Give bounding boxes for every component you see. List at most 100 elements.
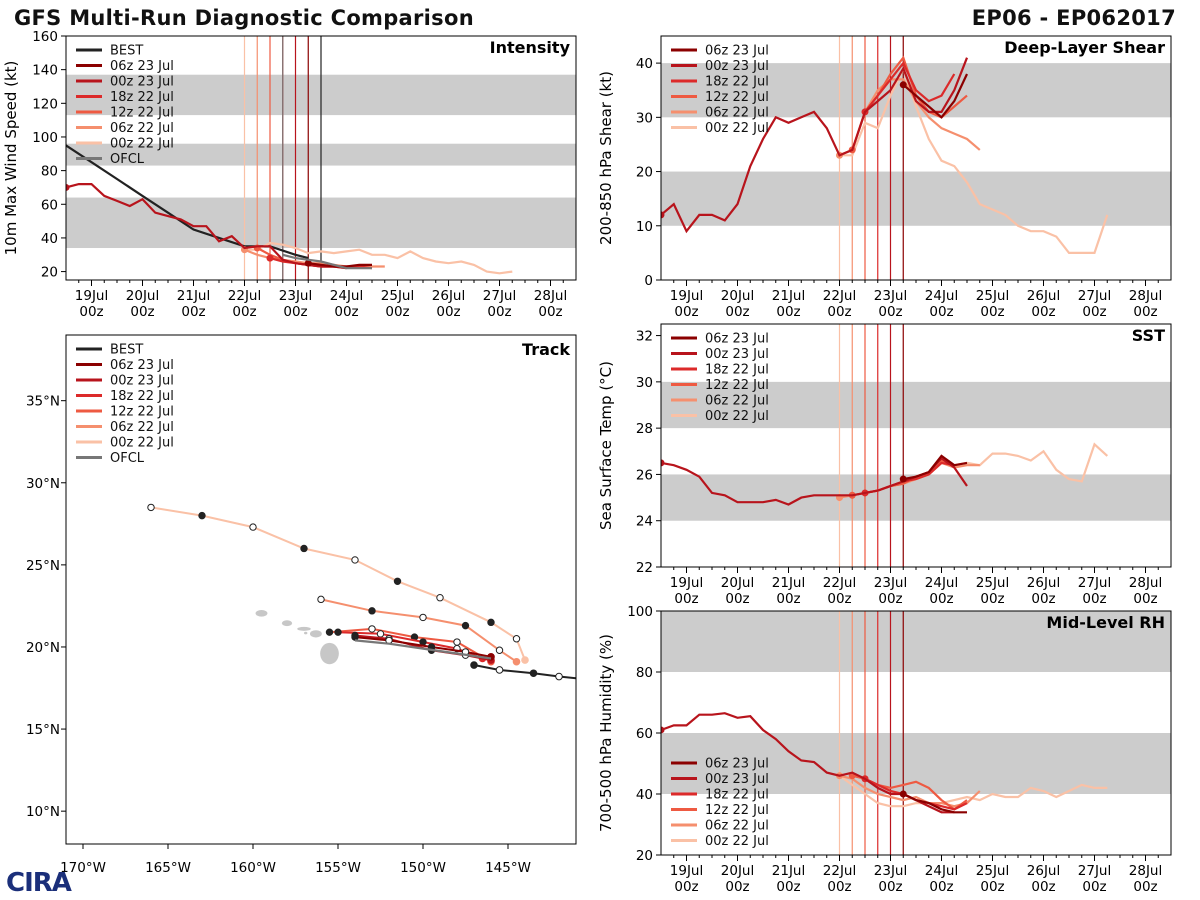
longitude-label: 155°W — [315, 860, 361, 876]
series-start-point — [661, 726, 665, 734]
legend-label: 06z 22 Jul — [705, 819, 769, 834]
legend-label: 06z 22 Jul — [110, 121, 174, 136]
legend-label: 12z 22 Jul — [705, 803, 769, 818]
x-tick-label: 22Jul — [823, 863, 856, 879]
x-tick-label: 28Jul — [1129, 863, 1162, 879]
series-line — [661, 57, 969, 234]
x-tick-sublabel: 00z — [980, 304, 1004, 320]
forecast-track — [150, 506, 526, 661]
x-tick-sublabel: 00z — [1133, 304, 1157, 320]
y-tick-label: 10 — [636, 219, 653, 235]
series-start-point — [66, 183, 70, 191]
x-tick-label: 28Jul — [1129, 288, 1162, 304]
series-start-point — [304, 259, 312, 267]
y-tick-label: 28 — [636, 421, 653, 437]
y-axis-label: 700-500 hPa Humidity (%) — [597, 634, 615, 832]
x-tick-label: 22Jul — [228, 288, 261, 304]
y-tick-label: 60 — [636, 726, 653, 742]
x-tick-sublabel: 00z — [79, 304, 103, 320]
series-start-point — [266, 254, 274, 262]
track-point — [249, 523, 257, 531]
track-point — [351, 633, 359, 641]
x-tick-label: 26Jul — [432, 288, 465, 304]
x-tick-sublabel: 00z — [674, 879, 698, 895]
legend-label: 00z 22 Jul — [110, 137, 174, 152]
legend-label: 18z 22 Jul — [110, 90, 174, 105]
x-tick-sublabel: 00z — [1082, 879, 1106, 895]
legend-label: 00z 22 Jul — [705, 409, 769, 424]
x-tick-label: 19Jul — [670, 863, 703, 879]
track-point — [487, 618, 495, 627]
x-tick-sublabel: 00z — [776, 591, 800, 607]
panel-title: Mid-Level RH — [1046, 613, 1165, 632]
best-track-point — [555, 672, 563, 681]
x-tick-label: 22Jul — [823, 575, 856, 591]
x-tick-sublabel: 00z — [1031, 879, 1055, 895]
legend-label: BEST — [110, 44, 143, 59]
x-tick-sublabel: 00z — [334, 304, 358, 320]
y-tick-label: 40 — [41, 231, 58, 247]
track-point — [317, 595, 325, 604]
longitude-label: 145°W — [485, 860, 531, 876]
x-tick-sublabel: 00z — [725, 879, 749, 895]
series-line — [864, 61, 956, 113]
track-point — [512, 635, 521, 643]
track-point — [419, 638, 427, 646]
x-tick-label: 20Jul — [721, 863, 754, 879]
y-tick-label: 100 — [32, 130, 58, 146]
track-point — [436, 594, 444, 602]
x-tick-sublabel: 00z — [1082, 591, 1106, 607]
x-tick-label: 24Jul — [925, 575, 958, 591]
legend-label: 06z 22 Jul — [705, 394, 769, 409]
plot-area — [66, 144, 513, 275]
x-tick-sublabel: 00z — [878, 304, 902, 320]
y-tick-label: 26 — [636, 467, 653, 483]
x-tick-label: 23Jul — [874, 863, 907, 879]
track-point — [325, 628, 334, 636]
x-tick-sublabel: 00z — [436, 304, 460, 320]
x-tick-sublabel: 00z — [385, 304, 409, 320]
x-tick-sublabel: 00z — [980, 879, 1004, 895]
ofcl-line — [282, 253, 372, 270]
series-start-point — [899, 81, 907, 89]
panel-sst: 22242628303219Jul00z20Jul00z21Jul00z22Ju… — [597, 323, 1172, 607]
y-axis-label: Sea Surface Temp (°C) — [597, 361, 615, 530]
legend-label: 12z 22 Jul — [110, 106, 174, 121]
x-tick-label: 19Jul — [670, 288, 703, 304]
x-tick-sublabel: 00z — [725, 304, 749, 320]
figure-title: GFS Multi-Run Diagnostic Comparison — [14, 6, 474, 30]
x-tick-sublabel: 00z — [1133, 591, 1157, 607]
x-tick-label: 27Jul — [483, 288, 516, 304]
x-tick-sublabel: 00z — [776, 304, 800, 320]
series-start-point — [899, 475, 907, 483]
series-line — [903, 454, 968, 481]
x-tick-label: 26Jul — [1027, 575, 1060, 591]
legend-label: OFCL — [110, 451, 145, 466]
track-point — [495, 646, 504, 654]
x-tick-sublabel: 00z — [1031, 591, 1055, 607]
panel-intensity: 2040608010012014016019Jul00z20Jul00z21Ju… — [2, 29, 577, 320]
x-tick-sublabel: 00z — [1082, 304, 1106, 320]
legend-label: 06z 23 Jul — [705, 332, 769, 347]
series-start-point — [661, 459, 665, 467]
y-tick-label: 30 — [636, 375, 653, 391]
legend-label: 12z 22 Jul — [705, 90, 769, 105]
x-tick-sublabel: 00z — [929, 304, 953, 320]
series-line — [902, 73, 968, 119]
track-point — [300, 544, 308, 553]
y-tick-label: 100 — [627, 604, 653, 620]
x-tick-sublabel: 00z — [827, 304, 851, 320]
x-tick-sublabel: 00z — [232, 304, 256, 320]
track-start-point — [521, 656, 529, 664]
island-shape — [304, 631, 308, 635]
legend-label: 00z 22 Jul — [705, 121, 769, 136]
legend-label: 12z 22 Jul — [705, 378, 769, 393]
x-tick-label: 25Jul — [976, 863, 1009, 879]
latitude-label: 30°N — [26, 476, 60, 492]
track-start-point — [512, 657, 521, 666]
y-tick-label: 40 — [636, 787, 653, 803]
map-area — [147, 503, 576, 681]
y-tick-label: 80 — [41, 164, 58, 180]
legend-label: OFCL — [110, 152, 145, 167]
x-tick-label: 22Jul — [823, 288, 856, 304]
